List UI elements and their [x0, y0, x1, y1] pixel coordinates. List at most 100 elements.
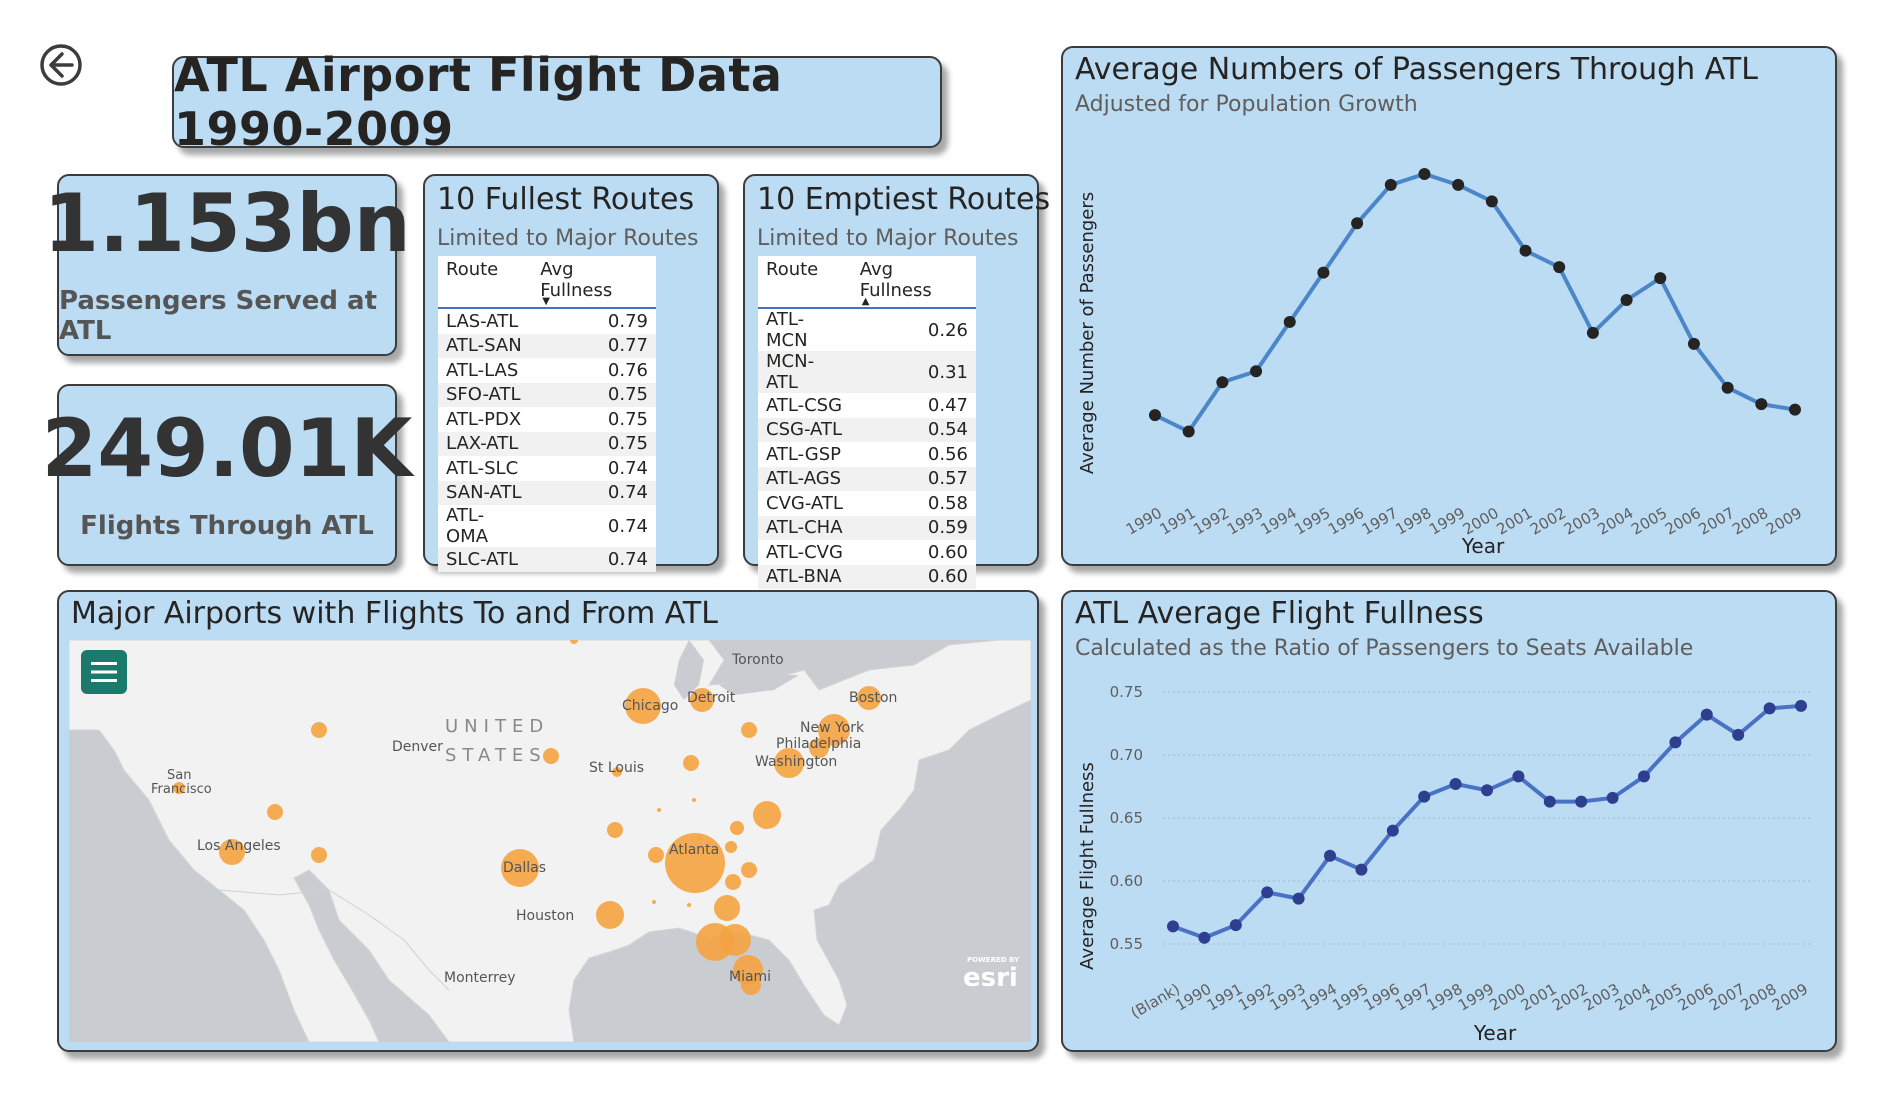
data-point: [1283, 315, 1296, 328]
x-tick-label: 2009: [1763, 504, 1805, 539]
marker-chicago[interactable]: [625, 688, 661, 724]
emptiest-routes-card: 10 Emptiest Routes Limited to Major Rout…: [743, 174, 1050, 589]
marker-savannah[interactable]: [741, 862, 757, 878]
table-row[interactable]: SFO-ATL 0.75: [438, 382, 656, 407]
table-row[interactable]: ATL-CVG 0.60: [758, 540, 976, 565]
marker-pittsburgh[interactable]: [741, 722, 757, 738]
airports-map-card: Major Airports with Flights To and From …: [57, 590, 1039, 1052]
marker-houston[interactable]: [596, 901, 624, 929]
marker-newyork[interactable]: [818, 714, 850, 746]
dashboard-title: ATL Airport Flight Data 1990-2009: [174, 48, 783, 156]
marker-phoenix[interactable]: [311, 847, 327, 863]
label-washington: Washington: [755, 754, 837, 770]
route-cell: CVG-ATL: [766, 492, 843, 514]
table-row[interactable]: ATL-PDX 0.75: [438, 407, 656, 432]
table-row[interactable]: ATL-MCN 0.26: [758, 308, 976, 351]
table-row[interactable]: ATL-SLC 0.74: [438, 456, 656, 481]
column-header-route[interactable]: Route: [438, 256, 533, 309]
fullness-chart-title: ATL Average Flight Fullness: [1075, 596, 1484, 631]
marker-small-5[interactable]: [687, 903, 691, 907]
marker-birmingham[interactable]: [648, 847, 664, 863]
table-row[interactable]: CVG-ATL 0.58: [758, 491, 976, 516]
data-point: [1606, 791, 1619, 804]
passengers-line-chart[interactable]: Average Number of Passengers Year 199019…: [1063, 48, 1835, 564]
fullest-routes-card: 10 Fullest Routes Limited to Major Route…: [423, 174, 719, 572]
marker-atlanta[interactable]: [665, 833, 725, 893]
marker-columbia[interactable]: [725, 841, 737, 853]
table-row[interactable]: LAX-ATL 0.75: [438, 431, 656, 456]
route-cell: ATL-CVG: [766, 541, 843, 563]
marker-memphis[interactable]: [607, 822, 623, 838]
marker-washington[interactable]: [774, 748, 804, 778]
table-row[interactable]: SLC-ATL 0.74: [438, 547, 656, 572]
label-detroit: Detroit: [687, 690, 736, 706]
marker-los-angeles[interactable]: [219, 839, 245, 865]
table-row[interactable]: ATL-CHA 0.59: [758, 515, 976, 540]
column-header-avg-fullness[interactable]: Avg Fullness ▲: [851, 256, 976, 309]
marker-small-4[interactable]: [652, 900, 656, 904]
marker-san-francisco[interactable]: [173, 782, 185, 794]
route-cell: ATL-AGS: [758, 466, 852, 491]
marker-minneapolis[interactable]: [570, 640, 578, 644]
marker-small-2[interactable]: [692, 798, 696, 802]
marker-st-louis[interactable]: [612, 767, 622, 777]
emptiest-routes-table: Route Avg Fullness ▲ ATL-MCN 0.26 MCN-ATL 0…: [758, 256, 976, 589]
data-point: [1795, 699, 1807, 712]
back-button[interactable]: [38, 42, 84, 88]
marker-kansas-city[interactable]: [543, 748, 559, 764]
back-arrow-icon: [40, 44, 82, 86]
fullness-line-chart[interactable]: Average Flight Fullness Year 0.55 0.60 0.6…: [1063, 592, 1835, 1050]
map-menu-button[interactable]: [81, 650, 127, 694]
table-row[interactable]: CSG-ATL 0.54: [758, 417, 976, 442]
column-header-label: Avg Fullness: [859, 259, 932, 301]
fullness-cell: 0.59: [851, 515, 976, 540]
marker-fort-lauderdale[interactable]: [741, 975, 761, 995]
esri-logo: esri: [963, 963, 1018, 993]
data-point: [1721, 381, 1734, 394]
marker-las-vegas[interactable]: [267, 804, 283, 820]
emptiest-routes-subtitle: Limited to Major Routes: [757, 226, 1019, 251]
label-boston: Boston: [849, 690, 897, 706]
data-point: [1669, 736, 1682, 749]
data-point: [1386, 824, 1399, 837]
fullness-cell: 0.74: [607, 515, 648, 537]
table-row[interactable]: ATL-AGS 0.57: [758, 466, 976, 491]
table-row[interactable]: ATL-SAN 0.77: [438, 333, 656, 358]
table-row[interactable]: MCN-ATL 0.31: [758, 351, 976, 393]
table-row[interactable]: ATL-LAS 0.76: [438, 358, 656, 383]
fullness-cell: 0.79: [607, 310, 648, 332]
marker-boston[interactable]: [857, 686, 881, 710]
marker-charlotte[interactable]: [753, 801, 781, 829]
table-row[interactable]: ATL-OMA 0.74: [438, 505, 656, 547]
marker-salt-lake-city[interactable]: [311, 722, 327, 738]
label-monterrey: Monterrey: [444, 970, 515, 986]
marker-small-1[interactable]: [657, 808, 661, 812]
marker-jacksonville[interactable]: [725, 874, 741, 890]
column-header-avg-fullness[interactable]: Avg Fullness ▼: [532, 256, 656, 309]
marker-detroit[interactable]: [690, 688, 714, 712]
table-row[interactable]: LAS-ATL 0.79: [438, 308, 656, 334]
column-header-route[interactable]: Route: [758, 256, 852, 309]
fullness-cell: 0.58: [927, 492, 968, 514]
fullness-cell: 0.47: [927, 394, 968, 416]
dashboard-title-card: ATL Airport Flight Data 1990-2009: [172, 48, 942, 156]
data-point: [1182, 425, 1195, 438]
emptiest-routes-title: 10 Emptiest Routes: [757, 182, 1051, 217]
marker-orlando[interactable]: [714, 895, 740, 921]
table-row[interactable]: ATL-CSG 0.47: [758, 393, 976, 418]
marker-greenville[interactable]: [730, 821, 744, 835]
marker-cincinnati[interactable]: [683, 755, 699, 771]
marker-small-3[interactable]: [697, 836, 701, 840]
route-cell: MCN-ATL: [758, 351, 852, 393]
passengers-chart-title: Average Numbers of Passengers Through AT…: [1075, 52, 1758, 87]
passengers-kpi-label: Passengers Served at ATL: [59, 286, 377, 346]
marker-fort-myers[interactable]: [719, 924, 751, 956]
fullest-routes-title: 10 Fullest Routes: [437, 182, 695, 217]
table-row[interactable]: SAN-ATL 0.74: [438, 480, 656, 505]
table-row[interactable]: ATL-GSP 0.56: [758, 442, 976, 467]
marker-dallas[interactable]: [501, 849, 539, 887]
route-cell: ATL-OMA: [446, 505, 489, 547]
airports-map[interactable]: Toronto Chicago Detroit Boston New York …: [69, 640, 1031, 1042]
table-row[interactable]: ATL-BNA 0.60: [758, 564, 976, 589]
marker-philadelphia[interactable]: [809, 738, 829, 758]
